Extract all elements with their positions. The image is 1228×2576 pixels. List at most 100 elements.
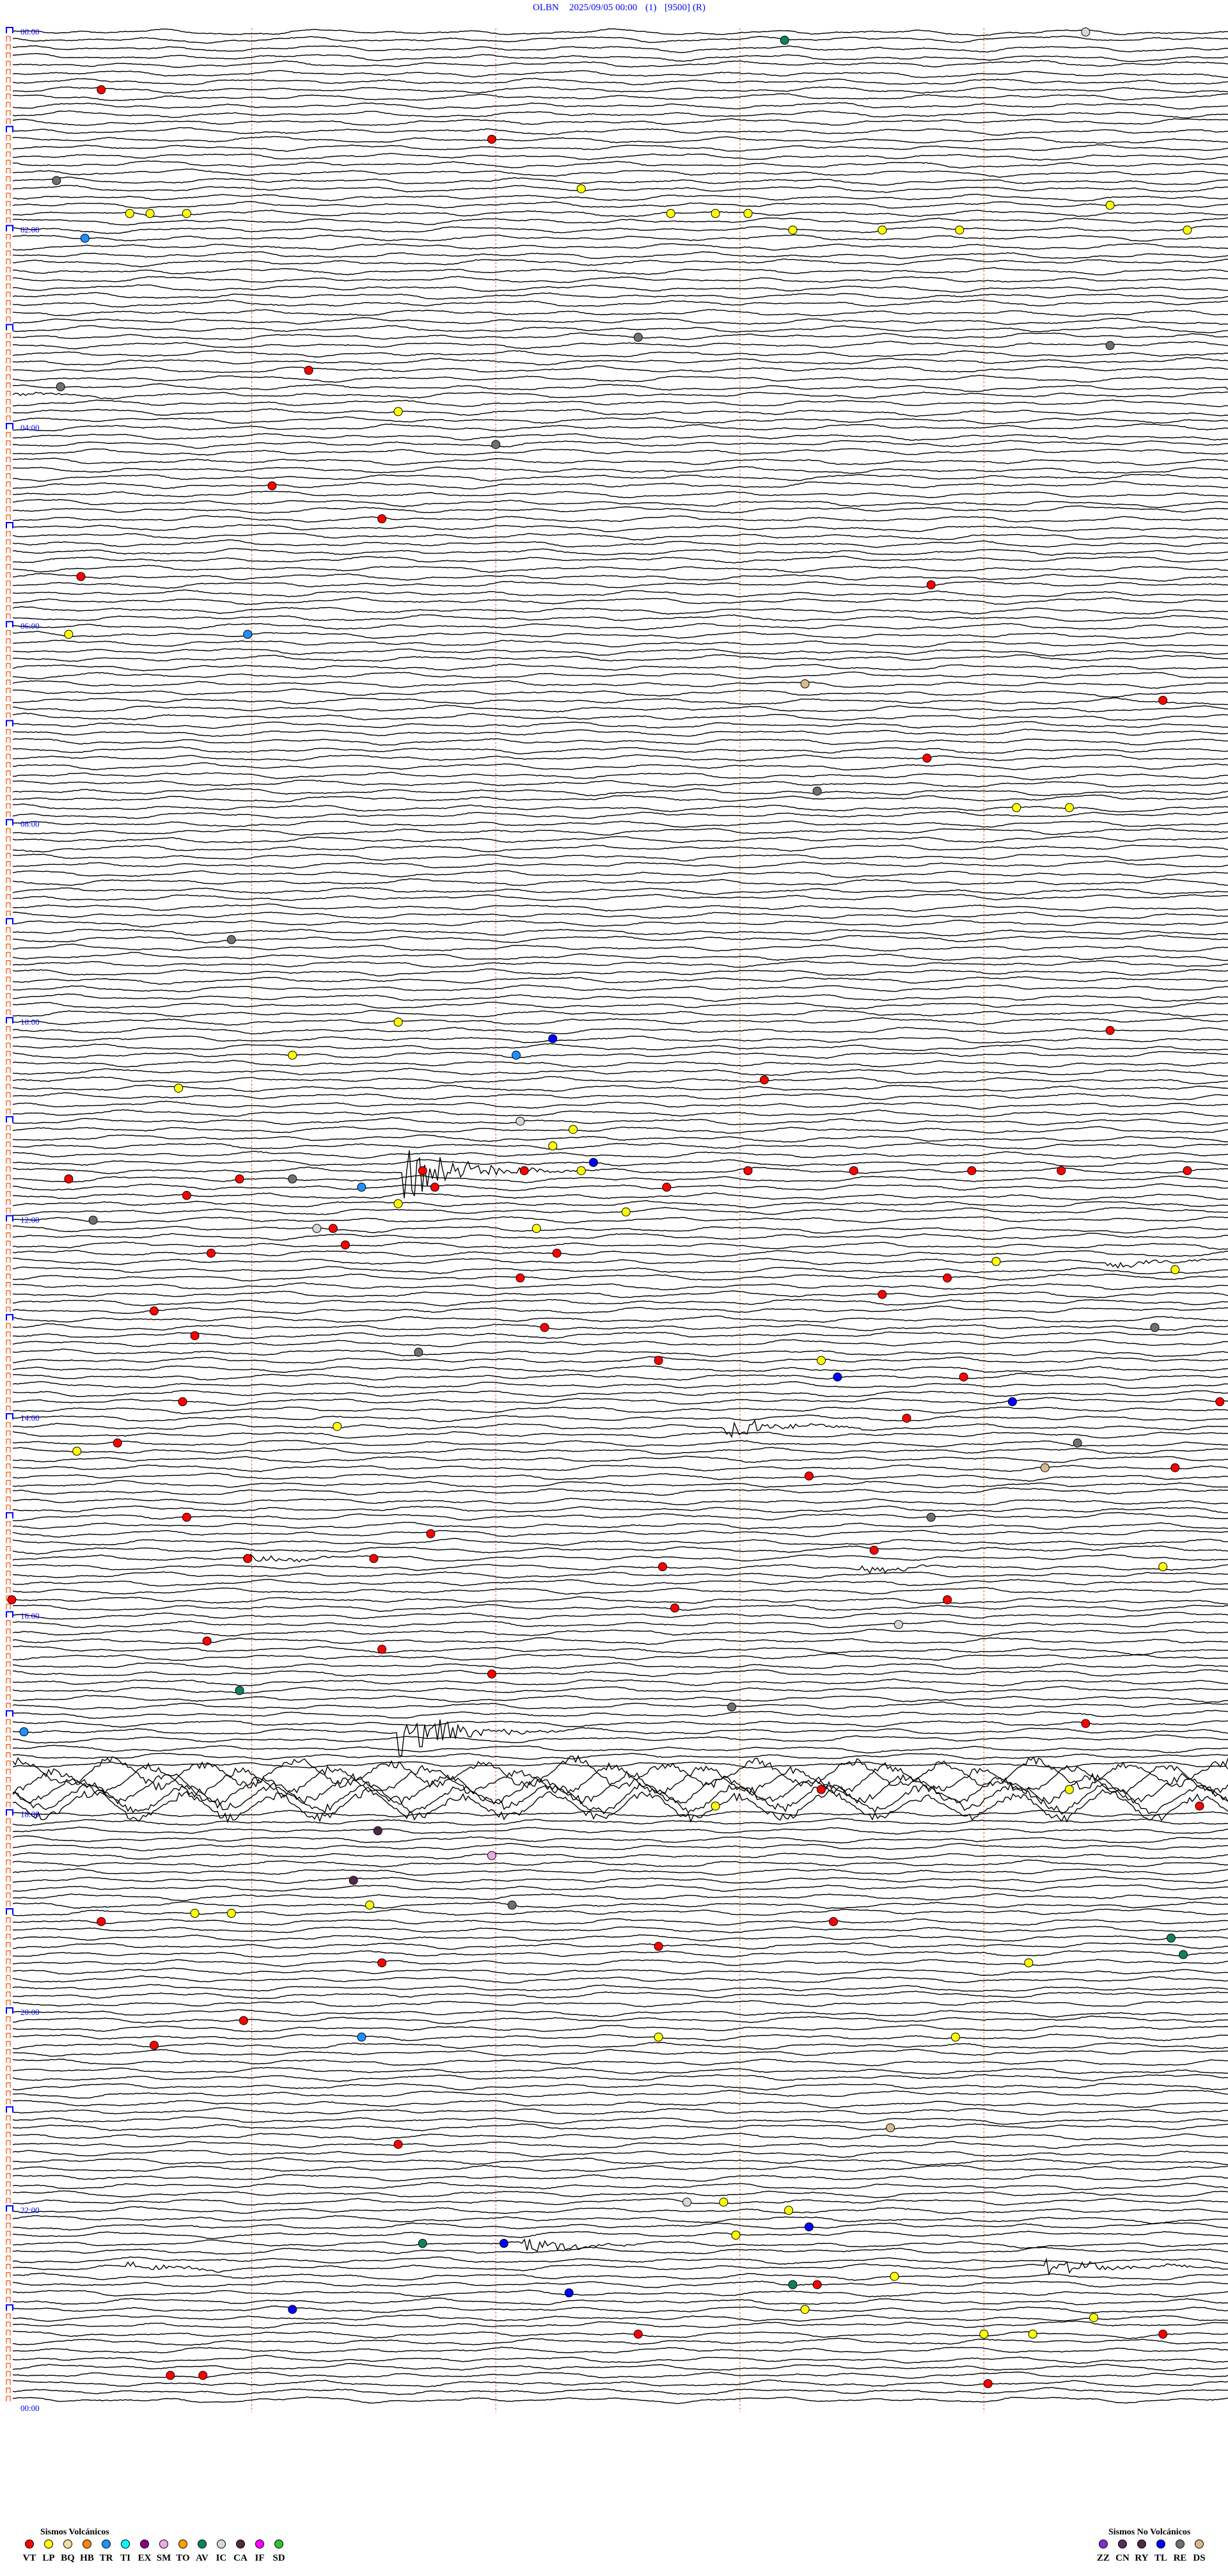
trace-row (12, 1529, 1228, 1538)
row-marker (6, 613, 11, 619)
row-marker (6, 1397, 11, 1403)
hour-marker (6, 423, 13, 430)
row-marker (6, 1282, 11, 1288)
trace-row (12, 654, 1228, 662)
trace-row (12, 1439, 1228, 1448)
row-marker (6, 2338, 11, 2344)
traces (12, 28, 1228, 2405)
trace-row (12, 1001, 1228, 1009)
event-vt (922, 754, 932, 763)
trace-row (12, 416, 1228, 425)
trace-row (12, 127, 1228, 136)
row-marker (6, 1174, 11, 1180)
trace-row (12, 1174, 1228, 1183)
row-marker (6, 1430, 11, 1436)
legend-label: CA (233, 2553, 248, 2563)
row-marker (6, 457, 11, 462)
event-tl (833, 1372, 842, 1382)
row-marker (6, 984, 11, 991)
trace-row (12, 1250, 1228, 1258)
trace-row (12, 2058, 1228, 2067)
event-lp (800, 2305, 810, 2314)
row-marker (6, 1405, 11, 1412)
trace-row (12, 1299, 1228, 1307)
trace-row (12, 1780, 1228, 1815)
row-marker (6, 844, 11, 851)
trace-row (12, 2247, 1228, 2255)
event-lp (711, 209, 720, 218)
row-marker (6, 498, 11, 504)
legend-volcanic: Sismos Volcánicos VT LP BQ HB TR TI EX SM TO AV IC… (23, 2527, 285, 2563)
legend-label: VT (23, 2553, 36, 2563)
event-vt (967, 1166, 977, 1176)
trace-row (12, 1990, 1228, 2000)
trace-row (12, 1200, 1228, 1208)
row-marker (6, 638, 11, 644)
trace-row (12, 1859, 1228, 1868)
event-lp (979, 2329, 989, 2339)
row-marker (6, 1529, 11, 1535)
trace-row (12, 976, 1228, 985)
trace-row (12, 788, 1228, 796)
event-vt (657, 1562, 667, 1572)
row-marker (6, 1471, 11, 1478)
row-marker (6, 1050, 11, 1057)
trace-row (12, 729, 1228, 737)
legend-swatch-to (178, 2540, 187, 2548)
row-marker (6, 1521, 11, 1527)
row-marker (6, 1389, 11, 1395)
row-marker (6, 1785, 11, 1791)
row-marker (6, 399, 11, 405)
row-marker (6, 811, 11, 818)
event-lp (1012, 803, 1021, 812)
row-marker (6, 555, 11, 562)
event-tl (548, 1034, 558, 1043)
trace-row (12, 1835, 1228, 1844)
trace-row (12, 2106, 1228, 2115)
trace-row (12, 1579, 1228, 1587)
event-vt (304, 365, 313, 375)
row-marker (6, 654, 11, 661)
row-marker (6, 135, 11, 141)
hour-marker (6, 1512, 13, 1519)
event-lp (393, 407, 403, 416)
row-marker (6, 1191, 11, 1197)
trace-row (12, 52, 1228, 62)
row-marker (6, 1306, 11, 1313)
trace-row (12, 1305, 1228, 1315)
row-markers (6, 27, 13, 2402)
row-marker (6, 2288, 11, 2295)
trace-row (12, 1487, 1228, 1496)
trace-row (12, 1076, 1228, 1084)
row-marker (6, 1183, 11, 1189)
trace-row (12, 1686, 1228, 1695)
trace-row (12, 457, 1228, 466)
row-marker (6, 2041, 11, 2047)
legend-swatch-ic (217, 2540, 226, 2548)
trace-row (12, 2222, 1228, 2231)
trace-row (12, 144, 1228, 152)
row-marker (6, 712, 11, 718)
row-marker (6, 910, 11, 917)
row-marker (6, 2131, 11, 2138)
event-lp (576, 1166, 586, 1176)
event-vt (878, 1290, 887, 1299)
row-marker (6, 2140, 11, 2146)
trace-row (12, 944, 1228, 952)
hour-marker (6, 918, 13, 925)
trace-row (12, 919, 1228, 928)
event-lp (1089, 2313, 1099, 2323)
row-marker (6, 1207, 11, 1213)
trace-row (12, 555, 1228, 564)
trace-row (12, 1826, 1228, 1835)
row-marker (6, 968, 11, 974)
trace-row (12, 697, 1228, 706)
row-marker (6, 1570, 11, 1577)
trace-row (12, 968, 1228, 977)
hour-marker (6, 27, 13, 33)
trace-row (12, 820, 1228, 828)
trace-row (12, 1455, 1228, 1464)
trace-row (13, 168, 1228, 178)
trace-row (12, 1893, 1228, 1902)
event-vt (1183, 1166, 1192, 1176)
